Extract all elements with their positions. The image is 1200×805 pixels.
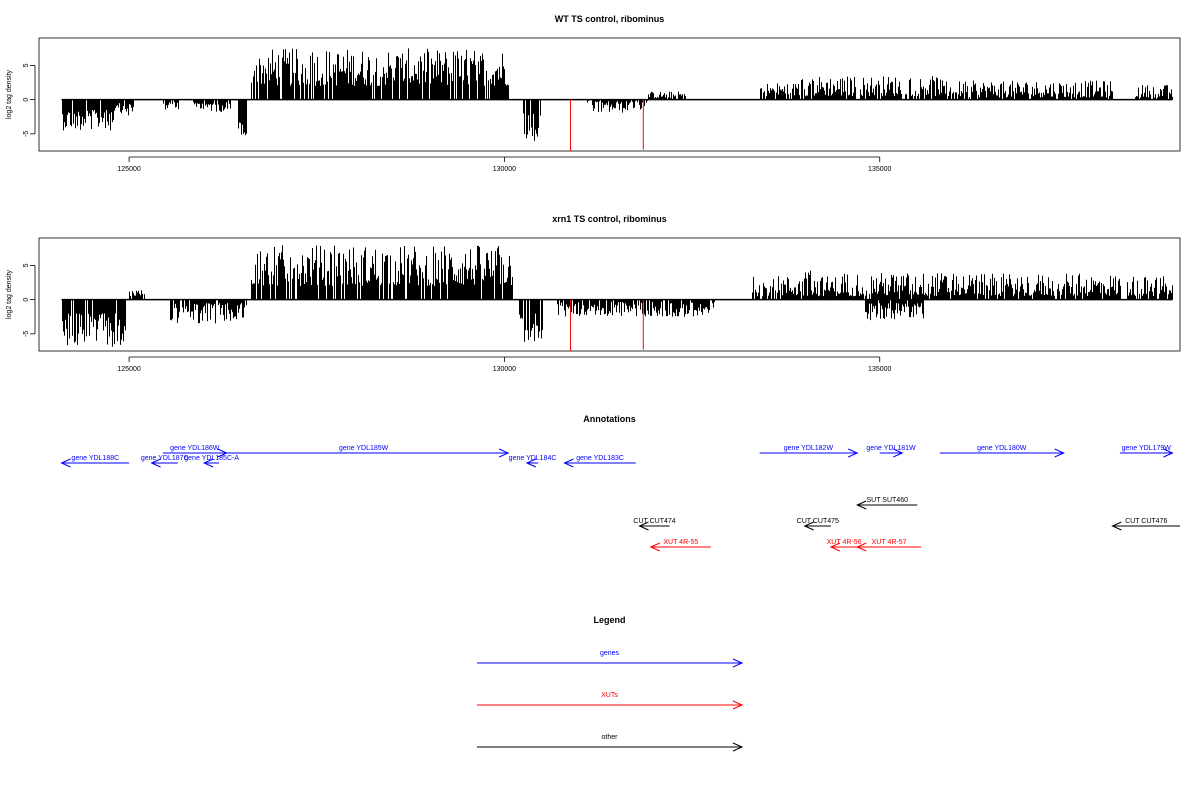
feature-label: gene YDL183C: [576, 455, 624, 462]
arrow-head: [855, 542, 867, 552]
annotation-feature: gene YDL183C: [563, 455, 636, 468]
feature-label: gene YDL187C: [141, 455, 189, 462]
feature-label: CUT CUT476: [1125, 518, 1167, 525]
annotation-feature: gene YDL188C: [60, 455, 130, 468]
feature-label: gene YDL185C-A: [184, 455, 239, 462]
feature-label: gene YDL185W: [339, 445, 389, 452]
y-axis-label: log2 tag density: [6, 269, 13, 319]
y-tick-label: 5: [23, 63, 30, 67]
arrow-head: [60, 458, 71, 468]
arrow-head: [803, 521, 814, 531]
arrow-head: [848, 448, 859, 458]
annotations-track: Annotations gene YDL188C gene YDL186W gene…: [60, 414, 1180, 552]
arrow-head: [563, 458, 574, 468]
annotation-feature: XUT 4R-57: [855, 539, 922, 552]
annotation-feature: gene YDL182W: [759, 445, 859, 458]
annotations-title: Annotations: [583, 414, 636, 424]
legend-label: genes: [600, 650, 620, 657]
x-tick-label: 135000: [868, 366, 891, 373]
plot-frame: [38, 37, 1181, 152]
arrow-head: [732, 700, 744, 710]
feature-label: XUT 4R-55: [663, 539, 698, 546]
arrow-head: [1163, 448, 1174, 458]
x-tick-label: 125000: [117, 366, 140, 373]
annotation-feature: gene YDL184C: [509, 455, 557, 468]
panel-title: WT TS control, ribominus: [555, 14, 665, 24]
y-tick-label: 0: [23, 98, 30, 102]
y-tick-label: -5: [23, 331, 30, 337]
annotation-feature: gene YDL180W: [939, 445, 1065, 458]
feature-label: CUT CUT474: [633, 518, 675, 525]
arrow-head: [525, 458, 537, 468]
y-tick-label: 0: [23, 298, 30, 302]
arrow-head: [150, 458, 161, 468]
feature-label: gene YDL179W: [1122, 445, 1172, 452]
plot-frame: [38, 237, 1181, 352]
coverage-bars: [62, 245, 1173, 347]
arrow-head: [893, 448, 904, 458]
annotation-feature: gene YDL181W: [866, 445, 916, 458]
legend-entry: other: [477, 734, 744, 752]
feature-label: gene YDL188C: [71, 455, 119, 462]
annotation-feature: XUT 4R-56: [827, 539, 862, 552]
feature-label: gene YDL181W: [866, 445, 916, 452]
feature-label: SUT SUT460: [866, 497, 908, 504]
annotation-feature: CUT CUT474: [633, 518, 676, 531]
annotation-feature: gene YDL179W: [1119, 445, 1174, 458]
annotation-feature: gene YDL187C: [141, 455, 189, 468]
feature-label: gene YDL182W: [784, 445, 834, 452]
arrow-head: [202, 458, 214, 468]
wt-coverage-panel: WT TS control, ribominus -5 0 5 log2 tag de…: [6, 14, 1181, 173]
x-tick-label: 130000: [493, 166, 516, 173]
annotation-feature: XUT 4R-55: [649, 539, 711, 552]
legend: Legend genes XUTs other: [477, 615, 744, 752]
feature-label: CUT CUT475: [797, 518, 839, 525]
y-axis-label: log2 tag density: [6, 69, 13, 119]
arrow-head: [732, 742, 744, 752]
annotation-feature: gene YDL185C-A: [184, 455, 239, 468]
feature-label: gene YDL184C: [509, 455, 557, 462]
arrow-head: [829, 542, 841, 552]
x-tick-label: 130000: [493, 366, 516, 373]
legend-entry: genes: [477, 650, 744, 668]
panel-title: xrn1 TS control, ribominus: [552, 214, 667, 224]
arrow-head: [732, 658, 744, 668]
legend-entry: XUTs: [477, 692, 744, 710]
feature-label: XUT 4R-56: [827, 539, 862, 546]
annotation-feature: CUT CUT475: [797, 518, 839, 531]
feature-label: XUT 4R-57: [872, 539, 907, 546]
legend-label: XUTs: [601, 692, 618, 699]
arrow-head: [498, 448, 510, 458]
x-tick-label: 125000: [117, 166, 140, 173]
annotation-feature: gene YDL185W: [219, 445, 510, 458]
feature-label: gene YDL180W: [977, 445, 1027, 452]
y-tick-label: 5: [23, 263, 30, 267]
coverage-bars: [62, 48, 1173, 141]
feature-label: gene YDL186W: [170, 445, 220, 452]
legend-title: Legend: [593, 615, 625, 625]
arrow-head: [855, 500, 867, 510]
arrow-head: [1054, 448, 1065, 458]
arrow-head: [1111, 521, 1122, 531]
arrow-head: [638, 521, 649, 531]
y-tick-label: -5: [23, 131, 30, 137]
annotation-feature: SUT SUT460: [855, 497, 918, 510]
annotation-feature: CUT CUT476: [1111, 518, 1180, 531]
arrow-head: [649, 542, 660, 552]
xrn1-coverage-panel: xrn1 TS control, ribominus -5 0 5 log2 tag …: [6, 214, 1181, 373]
x-tick-label: 135000: [868, 166, 891, 173]
legend-label: other: [602, 734, 619, 741]
